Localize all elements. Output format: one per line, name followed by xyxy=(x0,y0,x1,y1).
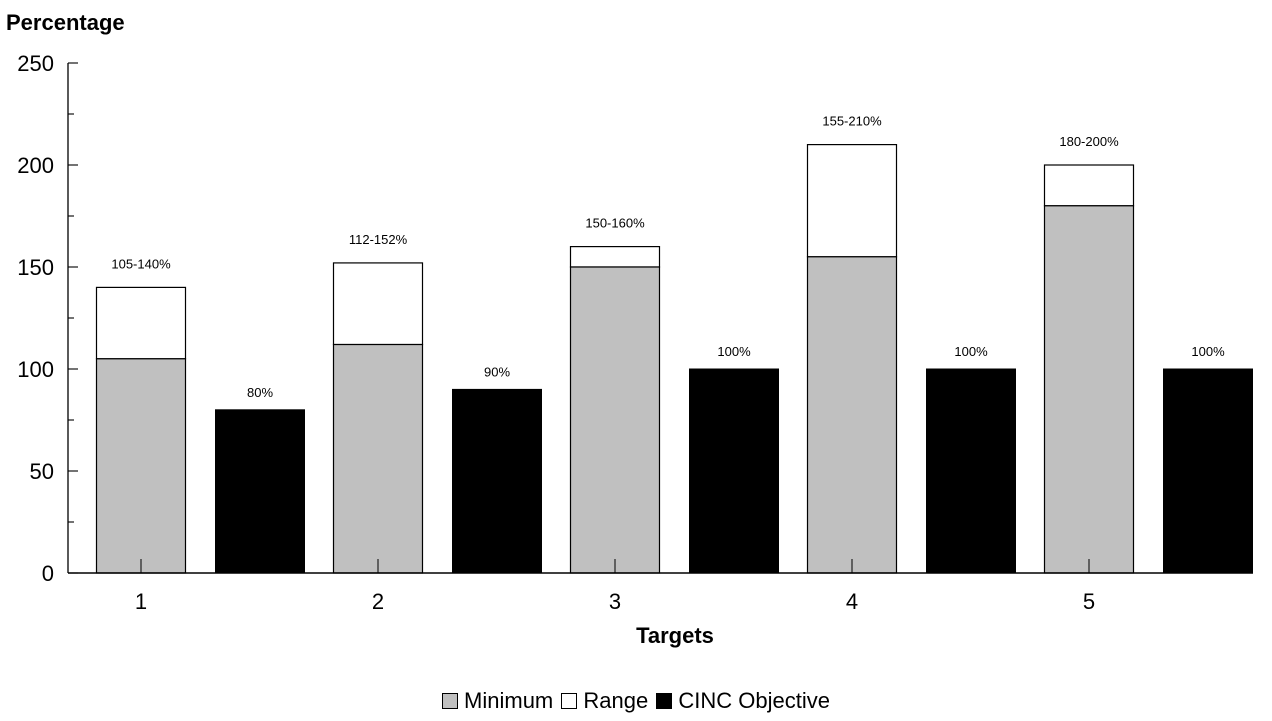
y-tick-label: 100 xyxy=(17,357,54,382)
bar-chart-svg: Percentage 0 50 100 150 200 250 105-140% 80% 1 11… xyxy=(6,10,1253,648)
legend-swatch-range xyxy=(561,693,578,709)
bar-cinc-objective xyxy=(215,409,305,574)
legend-label-range: Range xyxy=(583,688,649,713)
bar-minimum xyxy=(95,358,187,574)
x-tick-label: 2 xyxy=(372,589,384,614)
bar-range xyxy=(1043,164,1135,207)
legend-label-cinc-objective: CINC Objective xyxy=(678,688,830,713)
range-data-label: 180-200% xyxy=(1059,134,1119,149)
x-axis-title: Targets xyxy=(636,623,714,648)
y-tick-label: 200 xyxy=(17,153,54,178)
legend-item-range: Range xyxy=(561,688,648,714)
bar-cinc-objective xyxy=(689,368,779,574)
objective-data-label: 90% xyxy=(484,364,510,379)
legend-item-cinc-objective: CINC Objective xyxy=(656,688,830,714)
legend-swatch-minimum xyxy=(442,693,459,709)
x-tick-label: 1 xyxy=(135,589,147,614)
bar-minimum xyxy=(806,256,898,574)
x-tick-label: 3 xyxy=(609,589,621,614)
objective-data-label: 100% xyxy=(717,344,751,359)
objective-data-label: 100% xyxy=(1191,344,1225,359)
bar-range xyxy=(332,262,424,346)
y-axis-title: Percentage xyxy=(6,10,125,35)
plot-area: 0 50 100 150 200 250 105-140% 80% 1 112-152% 90% 2 1… xyxy=(17,51,1253,614)
bar-range xyxy=(806,144,898,258)
legend-item-minimum: Minimum xyxy=(442,688,553,714)
objective-data-label: 80% xyxy=(247,385,273,400)
bar-minimum xyxy=(1043,205,1135,574)
y-tick-label: 0 xyxy=(42,561,54,586)
range-data-label: 150-160% xyxy=(585,216,645,231)
objective-data-label: 100% xyxy=(954,344,988,359)
bar-minimum xyxy=(332,343,424,574)
y-tick-label: 50 xyxy=(30,459,54,484)
range-data-label: 155-210% xyxy=(822,114,882,129)
legend: Minimum Range CINC Objective xyxy=(0,688,1272,715)
x-tick-label: 4 xyxy=(846,589,858,614)
range-data-label: 105-140% xyxy=(111,256,171,271)
y-tick-label: 250 xyxy=(17,51,54,76)
y-tick-label: 150 xyxy=(17,255,54,280)
range-data-label: 112-152% xyxy=(349,232,408,247)
x-tick-label: 5 xyxy=(1083,589,1095,614)
legend-label-minimum: Minimum xyxy=(464,688,554,713)
bar-range xyxy=(569,246,661,268)
bar-cinc-objective xyxy=(1163,368,1253,574)
legend-swatch-cinc-objective xyxy=(656,693,673,709)
bar-cinc-objective xyxy=(926,368,1016,574)
bar-minimum xyxy=(569,266,661,574)
bar-range xyxy=(95,286,187,360)
bar-cinc-objective xyxy=(452,388,542,574)
